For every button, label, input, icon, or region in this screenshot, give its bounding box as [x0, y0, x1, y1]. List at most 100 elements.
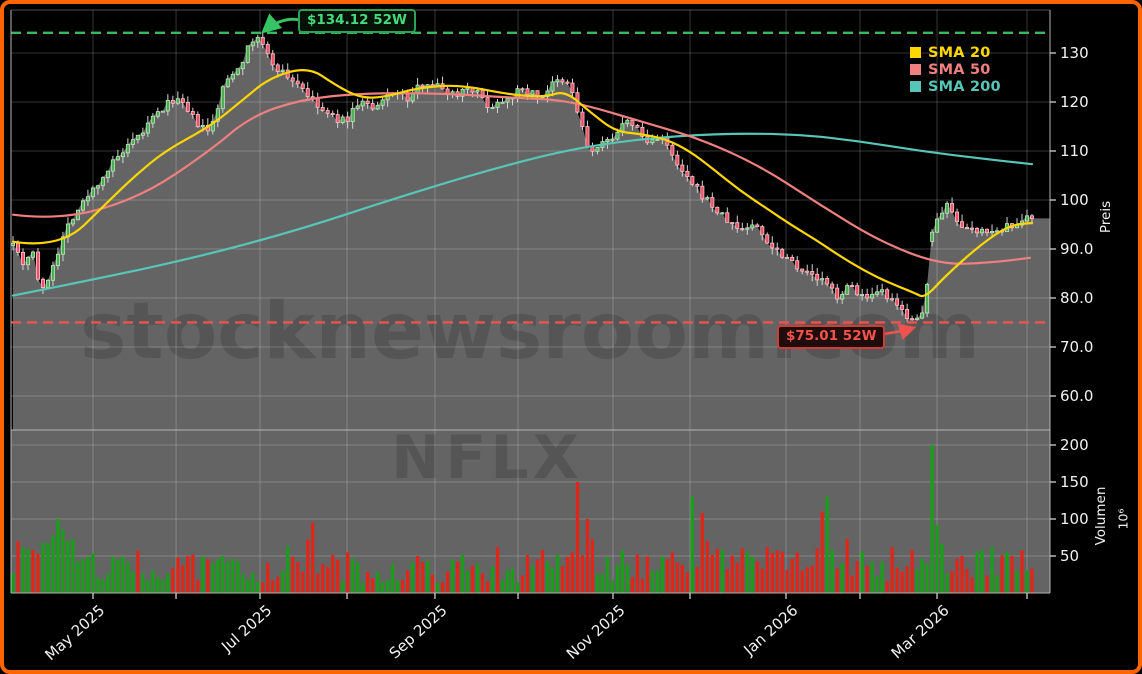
candle-body: [485, 97, 490, 109]
candle-body: [530, 90, 535, 96]
volume-bar: [1000, 555, 1004, 593]
volume-bar: [895, 567, 899, 593]
volume-bar: [560, 566, 565, 593]
volume-bar: [186, 556, 190, 593]
volume-bar: [206, 559, 210, 593]
volume-bar: [985, 575, 989, 593]
candle-body: [760, 226, 765, 236]
candle-body: [10, 242, 15, 246]
volume-bar: [505, 570, 510, 593]
candle-body: [265, 44, 270, 55]
candle-body: [55, 253, 60, 266]
volume-bar: [406, 570, 410, 593]
candle-body: [855, 285, 860, 296]
legend-swatch-sma200-icon: [910, 81, 921, 92]
volume-bar: [266, 562, 270, 593]
candle-body: [25, 256, 30, 266]
candle-body: [495, 101, 500, 108]
volume-bar: [520, 575, 525, 593]
volume-bar: [376, 571, 380, 593]
sma-line-sma20: [11, 68, 1034, 298]
volume-bar: [570, 552, 575, 593]
volume-bar: [71, 539, 75, 593]
volume-bars: [11, 445, 1034, 593]
volume-bar: [306, 539, 310, 593]
candle-body: [80, 200, 85, 211]
volume-bar: [416, 556, 420, 593]
volume-bar: [860, 551, 864, 593]
candle-body: [770, 242, 775, 249]
volume-bar: [565, 556, 570, 593]
candle-body: [30, 251, 35, 258]
candle-body: [1025, 215, 1030, 222]
candle-body: [115, 156, 120, 161]
volume-bar: [221, 556, 225, 593]
volume-bar: [855, 561, 859, 593]
legend-swatch-sma20-icon: [910, 47, 921, 58]
volume-bar: [530, 565, 535, 593]
volume-bar: [281, 570, 285, 593]
volume-bar: [955, 558, 959, 593]
candle-body: [100, 177, 105, 187]
volume-bar: [915, 569, 919, 593]
volume-bar: [785, 569, 789, 593]
axes-spines: [10, 9, 1051, 594]
volume-bar: [76, 561, 80, 593]
volume-bar: [435, 582, 440, 593]
volume-bar: [51, 535, 55, 593]
candle-body: [815, 273, 820, 281]
volume-bar: [650, 570, 654, 593]
volume-bar: [201, 556, 205, 593]
volume-bar: [301, 571, 305, 593]
candle-body: [255, 36, 260, 43]
volume-bar: [226, 561, 230, 593]
volume-bar: [450, 559, 455, 593]
candle-body: [830, 283, 835, 289]
volume-bar: [46, 543, 50, 593]
candle-body: [335, 114, 340, 124]
candle-body: [355, 105, 360, 109]
candle-body: [675, 154, 680, 166]
candle-body: [45, 279, 50, 288]
volume-bar: [820, 511, 824, 593]
volume-bar: [445, 571, 450, 593]
volume-bar: [965, 569, 969, 593]
candle-body: [690, 176, 695, 185]
volume-bar: [950, 571, 954, 593]
volume-bar: [425, 560, 430, 593]
volume-bar: [386, 579, 390, 593]
volume-bar: [396, 580, 400, 593]
candle-body: [550, 81, 555, 92]
candle-body: [160, 110, 165, 113]
volume-bar: [465, 570, 470, 593]
volume-bar: [720, 549, 724, 593]
volume-bar: [261, 582, 265, 593]
volume-bar: [605, 556, 610, 593]
volume-bar: [16, 541, 20, 593]
candle-body: [955, 211, 960, 223]
candle-body: [605, 138, 610, 143]
candle-body: [900, 304, 905, 310]
candle-body: [95, 185, 100, 189]
candle-body: [350, 108, 355, 123]
volume-bar: [131, 571, 135, 593]
volume-bar: [680, 564, 684, 593]
volume-bar: [336, 559, 340, 593]
volume-bar: [411, 562, 415, 593]
candle-body: [170, 99, 175, 104]
volume-bar: [740, 548, 744, 593]
volume-bar: [36, 553, 40, 593]
candle-body: [570, 82, 575, 94]
volume-bar: [730, 555, 734, 593]
volume-bar: [171, 568, 175, 593]
candle-body: [655, 138, 660, 141]
candle-body: [250, 41, 255, 47]
candle-body: [775, 247, 780, 250]
volume-bar: [151, 570, 155, 593]
volume-bar: [845, 538, 849, 593]
candle-body: [940, 212, 945, 220]
candle-body: [595, 147, 600, 152]
volume-bar: [960, 555, 964, 593]
volume-bar: [271, 580, 275, 593]
